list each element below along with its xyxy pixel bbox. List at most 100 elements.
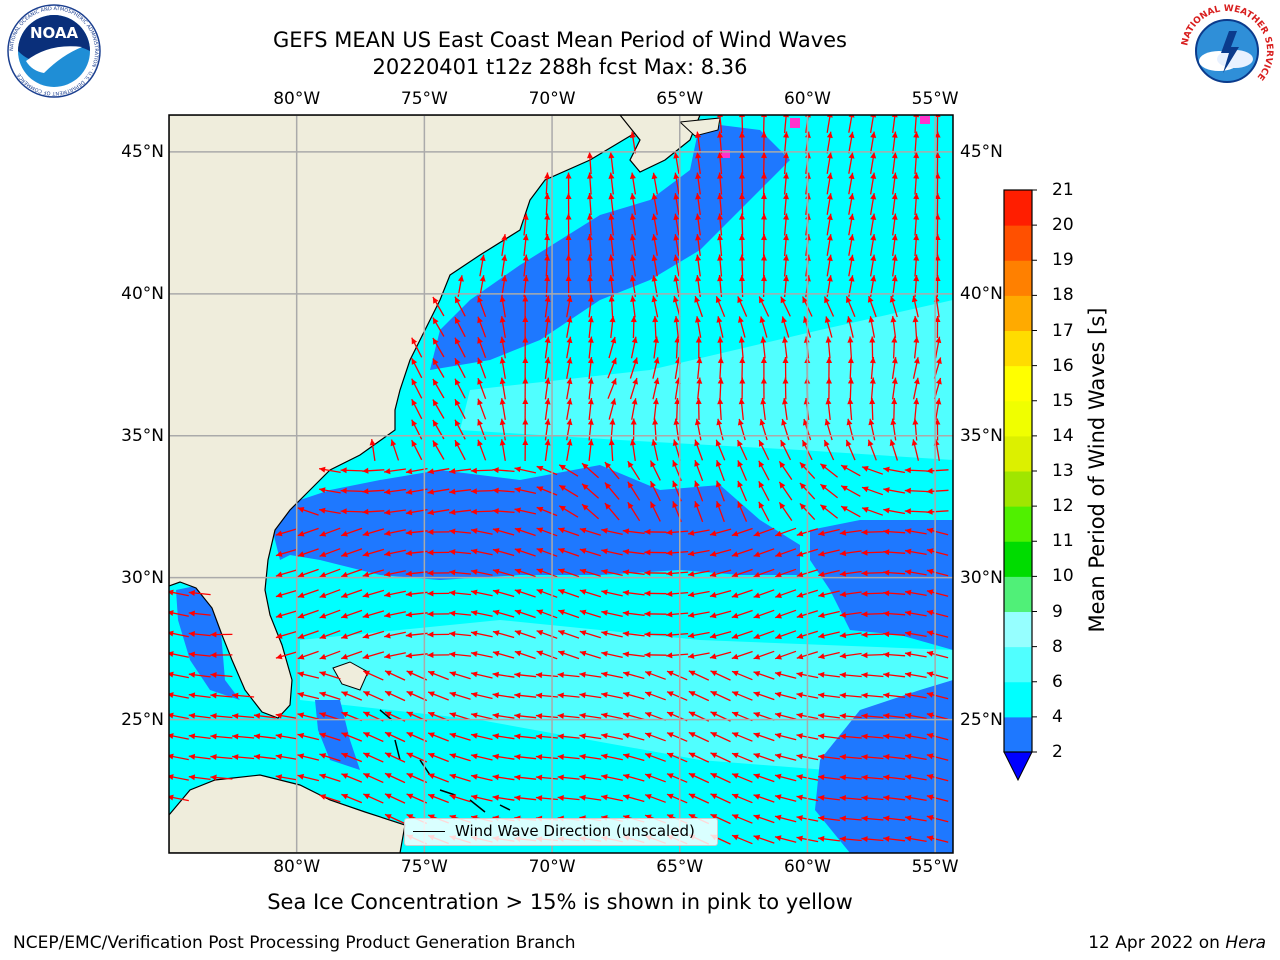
wave-direction-arrow xyxy=(557,692,580,699)
wave-direction-arrow xyxy=(731,650,753,660)
period-region-low xyxy=(430,122,790,370)
wave-direction-arrow xyxy=(499,377,506,400)
wave-direction-arrow xyxy=(826,213,833,236)
wave-direction-arrow xyxy=(557,589,580,598)
wave-direction-arrow xyxy=(818,712,840,719)
wave-direction-arrow xyxy=(687,590,710,598)
wave-direction-arrow xyxy=(535,754,558,761)
wave-direction-arrow xyxy=(715,480,725,502)
wave-direction-arrow xyxy=(319,712,341,721)
wave-direction-arrow xyxy=(587,357,594,379)
wave-direction-arrow xyxy=(710,772,731,784)
colorbar-segment xyxy=(1004,681,1032,718)
wave-direction-arrow xyxy=(629,172,637,195)
lat-tick-label-right: 40°N xyxy=(960,283,1003,304)
wave-direction-arrow xyxy=(824,316,833,338)
wave-direction-arrow xyxy=(737,418,746,441)
wave-direction-arrow xyxy=(839,611,862,618)
wave-direction-arrow xyxy=(934,418,941,441)
wave-direction-arrow xyxy=(883,631,906,638)
wave-direction-arrow xyxy=(536,568,558,578)
wave-direction-arrow xyxy=(666,670,688,681)
wave-direction-arrow xyxy=(687,549,710,557)
wave-direction-arrow xyxy=(934,192,941,216)
wave-direction-arrow xyxy=(904,712,927,720)
wave-direction-arrow xyxy=(406,670,428,681)
wave-direction-arrow xyxy=(601,630,623,638)
wave-direction-arrow xyxy=(384,793,406,804)
wave-direction-arrow xyxy=(544,398,551,420)
wave-direction-arrow xyxy=(912,315,919,339)
wave-direction-arrow xyxy=(536,548,558,557)
wave-direction-arrow xyxy=(826,152,833,174)
wave-direction-arrow xyxy=(644,671,666,680)
wave-direction-arrow xyxy=(760,357,767,379)
lon-tick-label-bottom: 60°W xyxy=(783,857,831,877)
wave-direction-arrow xyxy=(622,671,645,680)
wave-direction-arrow xyxy=(848,172,855,195)
wave-direction-arrow xyxy=(666,691,688,701)
wave-direction-arrow xyxy=(782,377,789,400)
wave-direction-arrow xyxy=(869,254,877,277)
wave-direction-arrow xyxy=(913,233,920,257)
wave-direction-arrow xyxy=(848,193,855,215)
wave-direction-arrow xyxy=(514,466,537,474)
wave-direction-arrow xyxy=(644,773,666,783)
wave-direction-arrow xyxy=(587,439,594,461)
wave-direction-arrow xyxy=(649,480,661,502)
wave-direction-arrow xyxy=(716,316,724,338)
wave-direction-arrow xyxy=(891,152,898,174)
wave-direction-arrow xyxy=(479,254,486,277)
wave-direction-arrow xyxy=(427,732,449,742)
wave-direction-arrow xyxy=(847,377,854,400)
wave-direction-arrow xyxy=(839,652,862,659)
wave-direction-arrow xyxy=(695,336,702,359)
wave-direction-arrow xyxy=(557,713,580,719)
wave-direction-arrow xyxy=(449,569,472,576)
land-cuba xyxy=(169,774,406,853)
wave-direction-arrow xyxy=(694,480,704,502)
wave-direction-arrow xyxy=(688,793,710,804)
wave-direction-arrow xyxy=(883,487,906,494)
wave-direction-arrow xyxy=(761,254,767,277)
wave-direction-arrow xyxy=(644,691,666,701)
wave-direction-arrow xyxy=(608,152,615,174)
wave-direction-arrow xyxy=(861,466,884,475)
wave-direction-arrow xyxy=(232,692,255,699)
wave-direction-arrow xyxy=(761,192,767,216)
wind-wave-vectors xyxy=(169,115,949,845)
wave-direction-arrow xyxy=(535,774,558,781)
wave-direction-arrow xyxy=(622,691,645,700)
wave-direction-arrow xyxy=(780,439,792,461)
wave-direction-arrow xyxy=(411,398,423,420)
wave-direction-arrow xyxy=(845,296,856,317)
wave-direction-arrow xyxy=(608,295,615,318)
wave-direction-arrow xyxy=(566,316,573,338)
wave-direction-arrow xyxy=(566,357,573,379)
wave-direction-arrow xyxy=(449,753,471,762)
wave-direction-arrow xyxy=(652,315,659,339)
wave-direction-arrow xyxy=(427,752,449,763)
wave-direction-arrow xyxy=(579,712,602,719)
wave-direction-arrow xyxy=(406,772,428,784)
wave-direction-arrow xyxy=(607,378,617,399)
wave-direction-arrow xyxy=(889,295,898,318)
wave-direction-arrow xyxy=(631,398,638,420)
wave-direction-arrow xyxy=(275,548,298,557)
wave-direction-arrow xyxy=(687,611,710,618)
wave-direction-arrow xyxy=(904,733,927,740)
wave-direction-arrow xyxy=(622,773,645,782)
wave-direction-arrow xyxy=(818,651,840,660)
wave-direction-arrow xyxy=(169,692,189,699)
wave-direction-arrow xyxy=(470,488,493,495)
lon-tick-label-top: 80°W xyxy=(273,89,321,109)
wave-direction-arrow xyxy=(629,357,639,379)
chart-title: GEFS MEAN US East Coast Mean Period of W… xyxy=(273,28,847,52)
wave-direction-arrow xyxy=(210,692,233,699)
wave-direction-arrow xyxy=(384,731,406,743)
wave-direction-arrow xyxy=(738,316,746,338)
wave-direction-arrow xyxy=(861,672,884,678)
wave-direction-arrow xyxy=(883,712,906,719)
lon-tick-label-bottom: 55°W xyxy=(911,857,959,877)
wave-direction-arrow xyxy=(783,172,789,195)
